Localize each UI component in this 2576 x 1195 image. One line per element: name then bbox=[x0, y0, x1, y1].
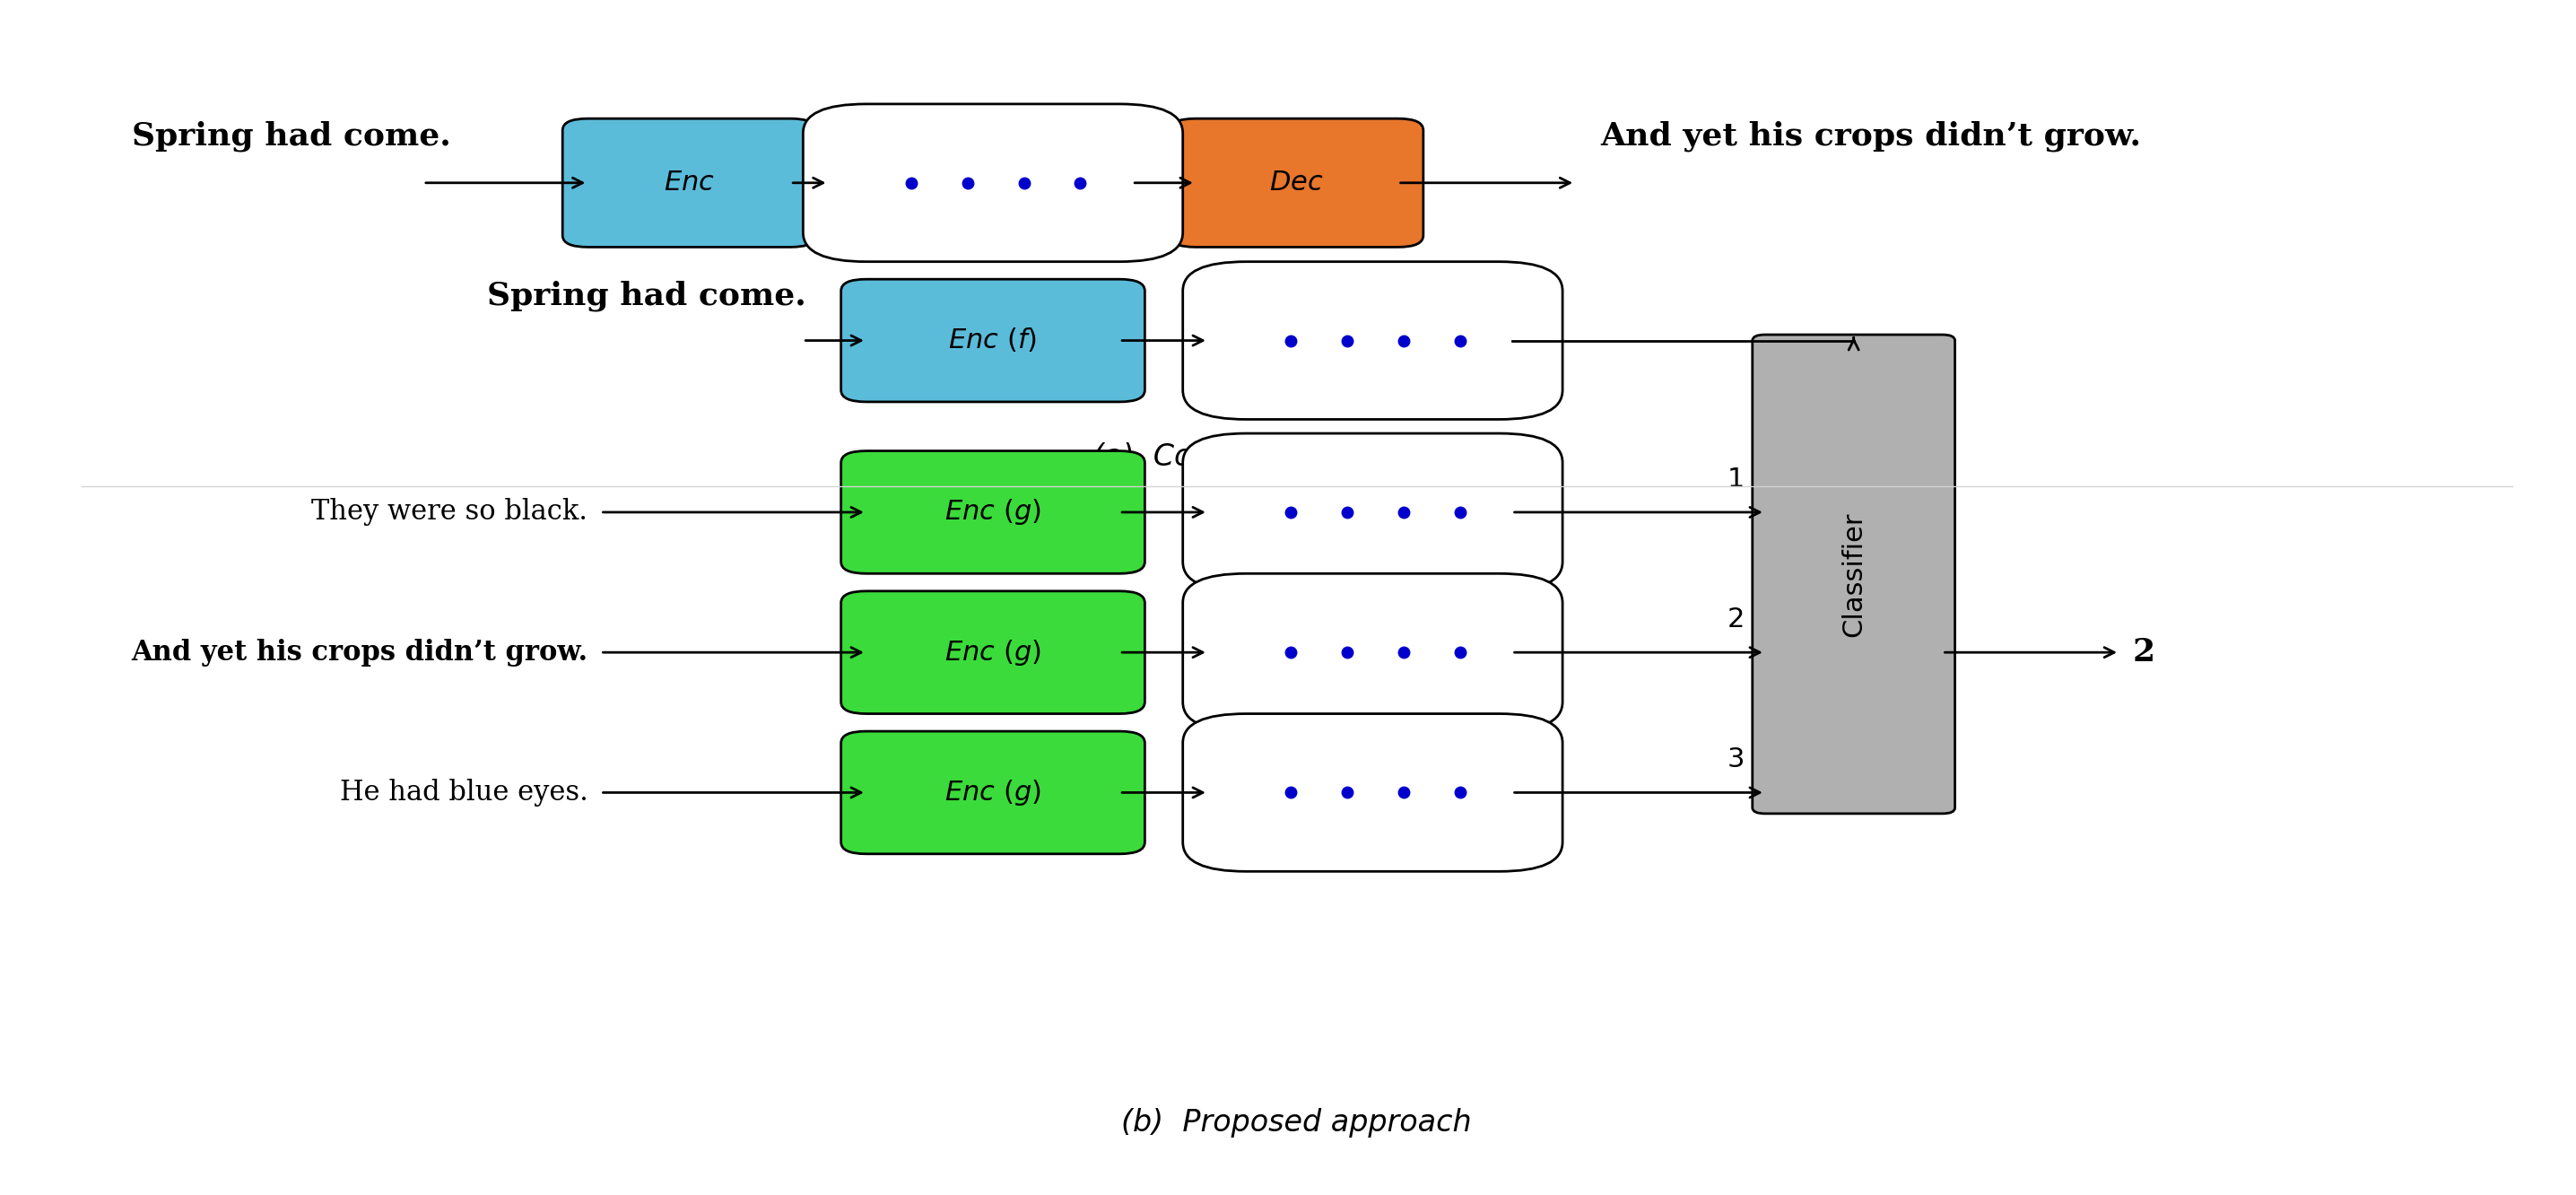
Text: Spring had come.: Spring had come. bbox=[131, 121, 451, 152]
FancyBboxPatch shape bbox=[1182, 574, 1564, 731]
Text: And yet his crops didn’t grow.: And yet his crops didn’t grow. bbox=[1600, 121, 2141, 152]
Text: Classifier: Classifier bbox=[1842, 511, 1868, 637]
FancyBboxPatch shape bbox=[1170, 118, 1425, 247]
FancyBboxPatch shape bbox=[1182, 713, 1564, 871]
Text: $\mathit{Enc\ (f)}$: $\mathit{Enc\ (f)}$ bbox=[948, 326, 1038, 355]
Text: $\mathit{Enc\ (g)}$: $\mathit{Enc\ (g)}$ bbox=[945, 497, 1041, 527]
Text: $\mathit{Dec}$: $\mathit{Dec}$ bbox=[1270, 168, 1324, 197]
FancyBboxPatch shape bbox=[840, 280, 1144, 402]
Text: And yet his crops didn’t grow.: And yet his crops didn’t grow. bbox=[131, 638, 587, 667]
Text: He had blue eyes.: He had blue eyes. bbox=[340, 779, 587, 807]
Text: $\mathit{Enc}$: $\mathit{Enc}$ bbox=[665, 168, 714, 197]
FancyBboxPatch shape bbox=[562, 118, 817, 247]
FancyBboxPatch shape bbox=[1752, 335, 1955, 814]
FancyBboxPatch shape bbox=[840, 592, 1144, 713]
Text: 2: 2 bbox=[1728, 607, 1744, 632]
Text: (a)  Conventional approach: (a) Conventional approach bbox=[1092, 442, 1502, 472]
FancyBboxPatch shape bbox=[804, 104, 1182, 262]
Text: They were so black.: They were so black. bbox=[312, 498, 587, 526]
Text: Spring had come.: Spring had come. bbox=[487, 281, 806, 312]
Text: 1: 1 bbox=[1728, 466, 1744, 492]
FancyBboxPatch shape bbox=[1182, 434, 1564, 592]
Text: 3: 3 bbox=[1728, 747, 1744, 773]
FancyBboxPatch shape bbox=[840, 731, 1144, 854]
FancyBboxPatch shape bbox=[840, 451, 1144, 574]
Text: 2: 2 bbox=[2133, 637, 2154, 668]
Text: $\mathit{Enc\ (g)}$: $\mathit{Enc\ (g)}$ bbox=[945, 778, 1041, 808]
Text: (b)  Proposed approach: (b) Proposed approach bbox=[1121, 1108, 1471, 1138]
Text: $\mathit{Enc\ (g)}$: $\mathit{Enc\ (g)}$ bbox=[945, 638, 1041, 667]
FancyBboxPatch shape bbox=[1182, 262, 1564, 419]
